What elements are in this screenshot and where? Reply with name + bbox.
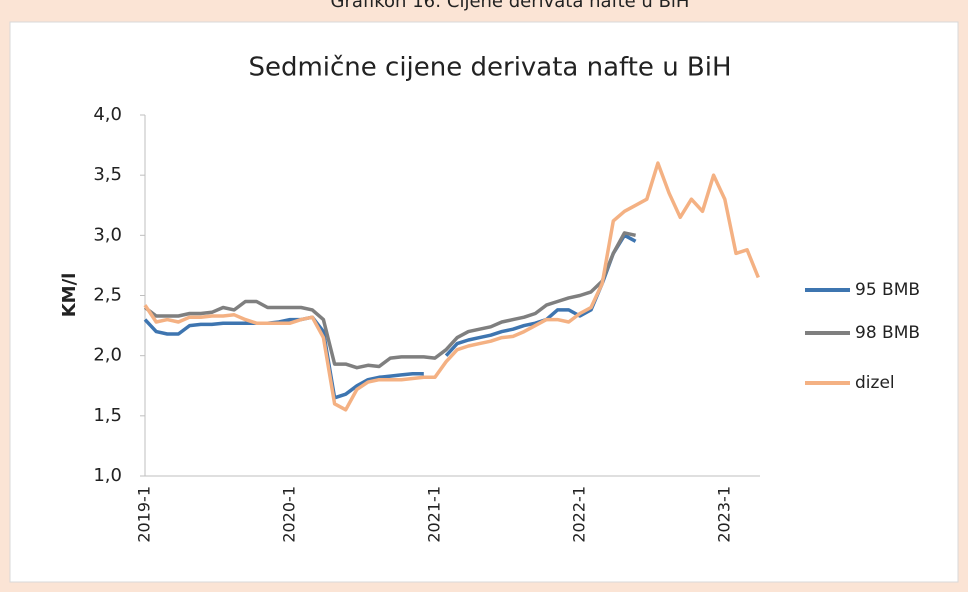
x-tick-label: 2021-1 (424, 486, 443, 543)
y-tick-label: 2,5 (93, 285, 122, 306)
y-axis-title: KM/l (59, 273, 80, 318)
legend-label: 98 BMB (855, 323, 920, 343)
x-tick-label: 2020-1 (279, 486, 298, 543)
x-tick-label: 2022-1 (569, 486, 588, 543)
legend-label: 95 BMB (855, 280, 920, 300)
x-tick-label: 2023-1 (714, 486, 733, 543)
series-line (143, 161, 760, 412)
legend-label: dizel (855, 373, 895, 393)
y-tick-label: 1,0 (93, 465, 122, 486)
y-tick-label: 4,0 (93, 104, 122, 125)
y-tick-label: 2,0 (93, 345, 122, 366)
chart-title: Sedmične cijene derivata nafte u BiH (248, 53, 731, 83)
series-line (143, 231, 636, 370)
y-tick-label: 3,0 (93, 224, 122, 245)
caption: Grafikon 16: Cijene derivata nafte u BiH (331, 0, 690, 12)
x-tick-label: 2019-1 (135, 486, 154, 543)
y-tick-label: 3,5 (93, 164, 122, 185)
y-tick-label: 1,5 (93, 405, 122, 426)
chart-area (9, 21, 959, 583)
